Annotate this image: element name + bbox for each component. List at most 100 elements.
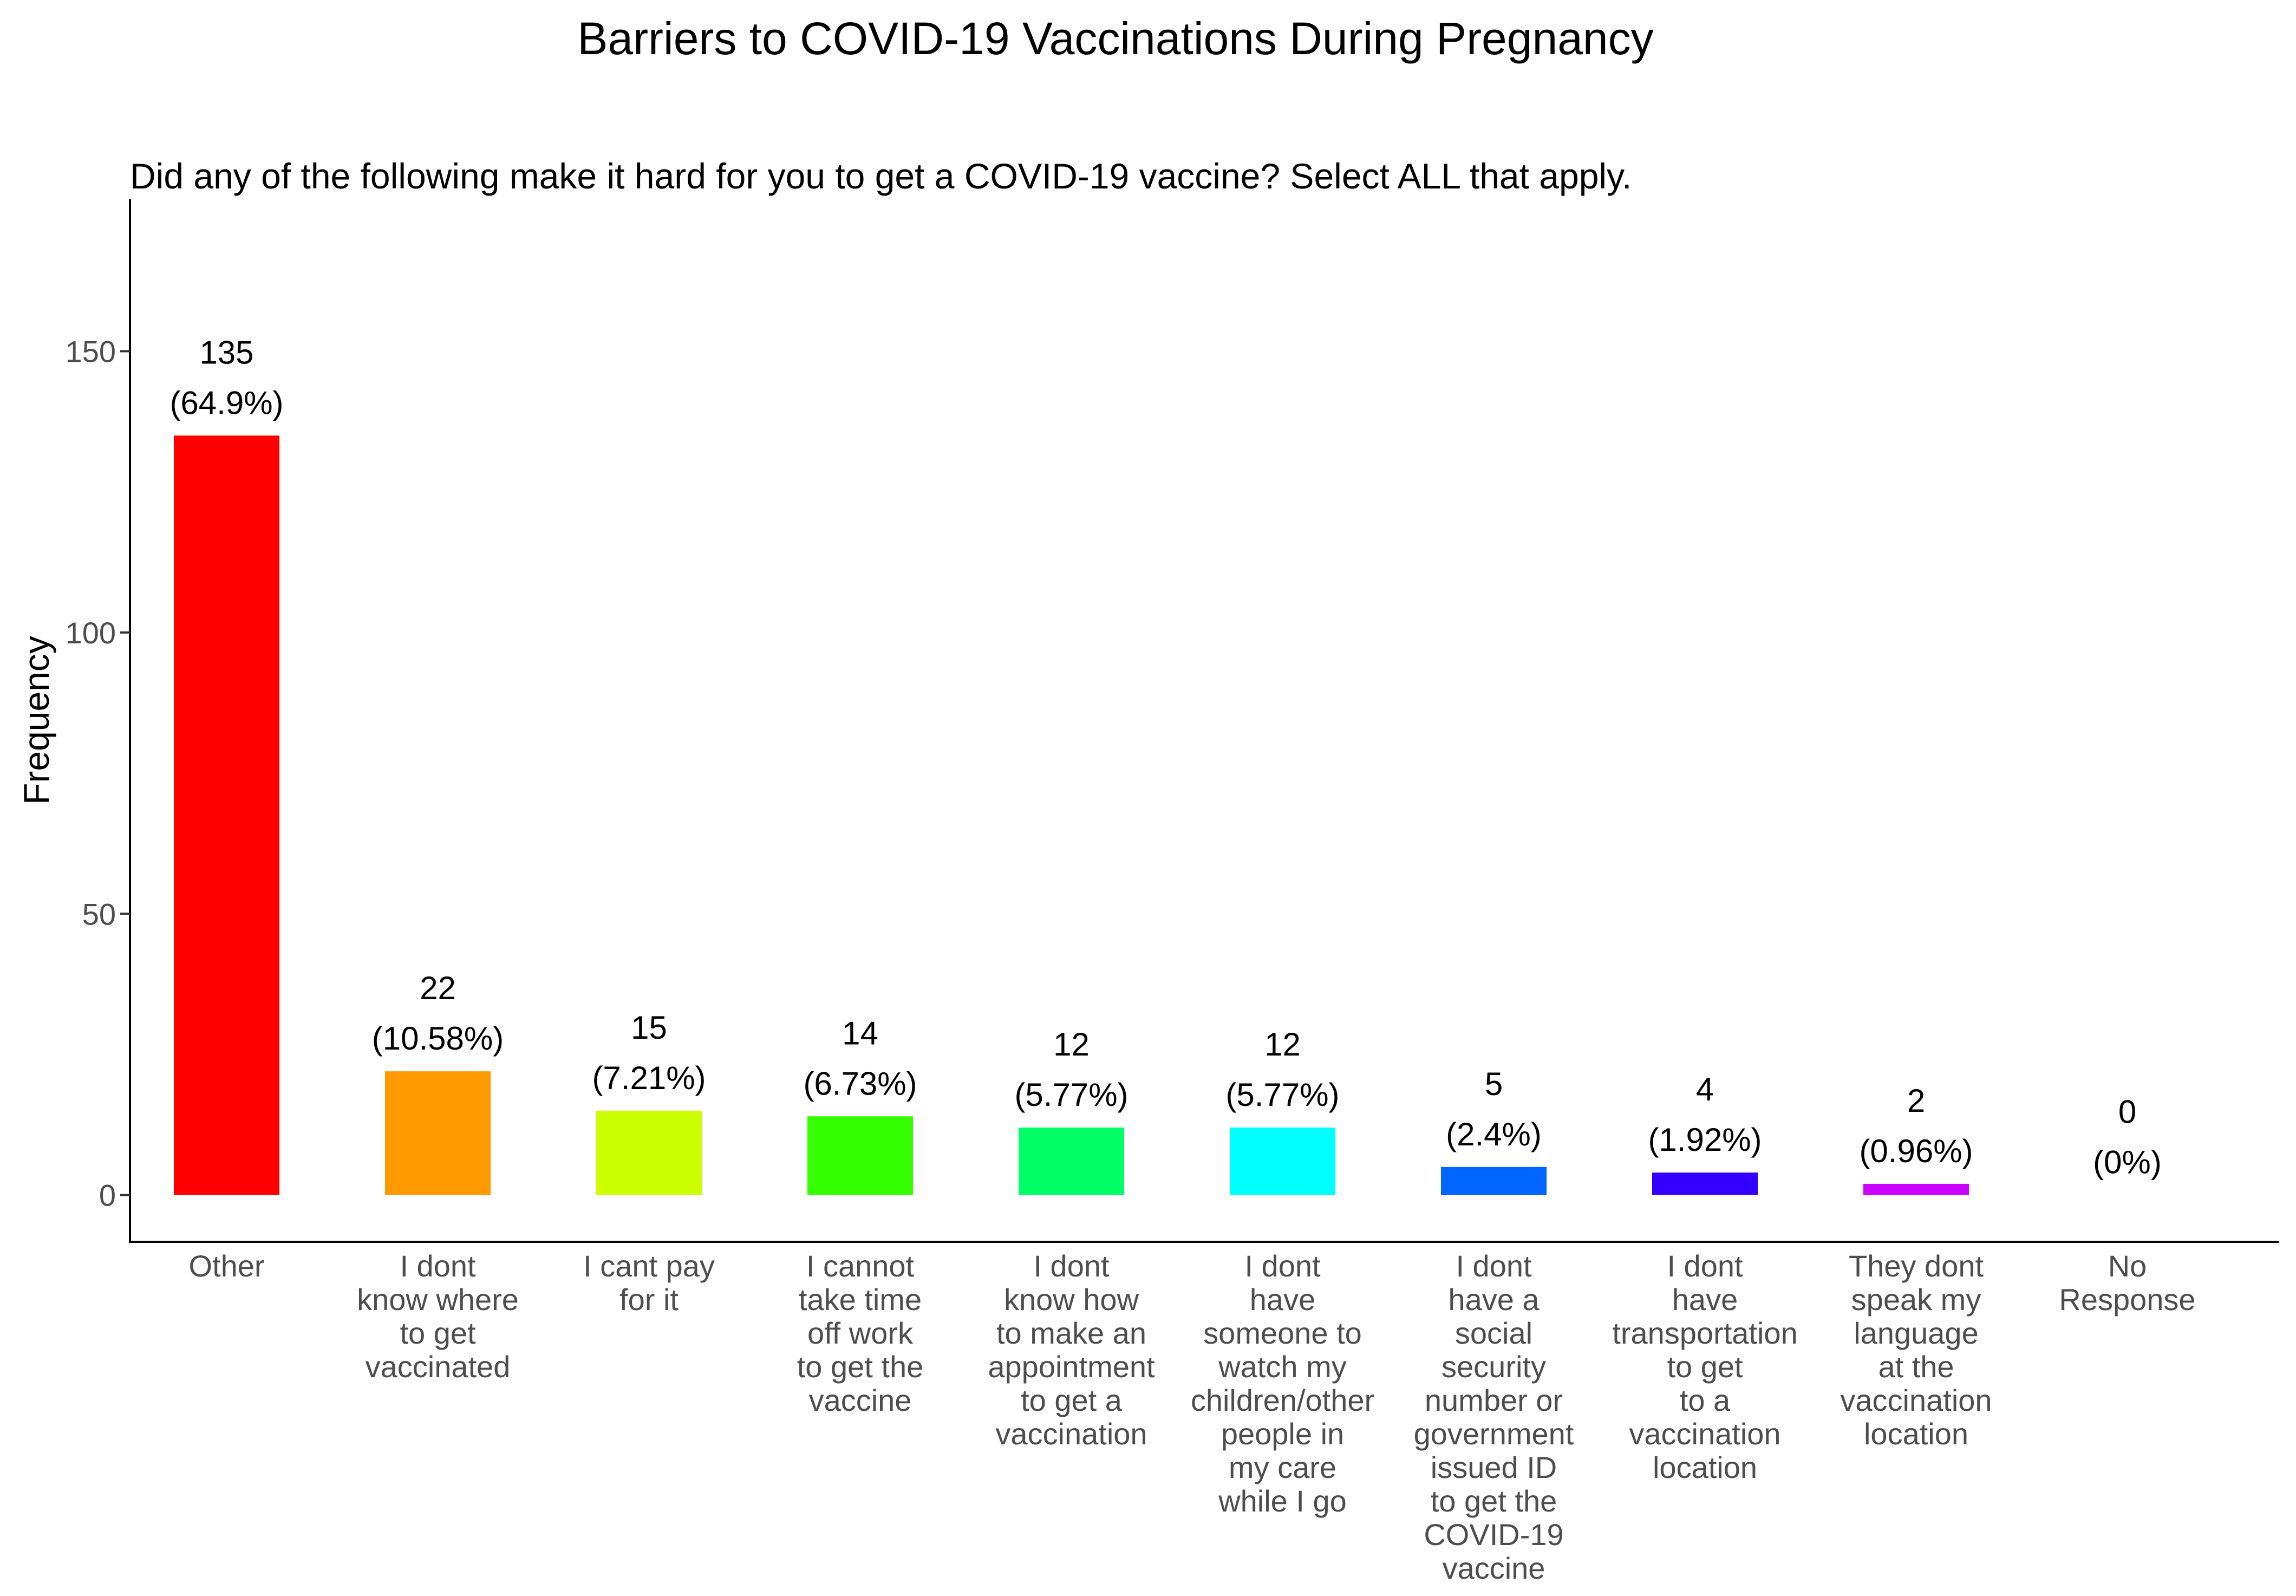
x-tick-label-line: children/other — [1191, 1383, 1374, 1417]
x-tick-label-line: I dont — [1033, 1249, 1110, 1283]
bar — [174, 435, 279, 1195]
x-tick-label-line: They dont — [1849, 1249, 1984, 1283]
x-tick-label-line: to get — [1667, 1350, 1743, 1384]
data-label-percent: (2.4%) — [1446, 1116, 1542, 1152]
x-tick-label: No Response — [2059, 1249, 2195, 1317]
y-tick-label: 150 — [66, 334, 116, 368]
x-tick-label-line: I cant pay — [583, 1249, 715, 1283]
x-tick-label-line: my care — [1229, 1450, 1336, 1484]
x-tick-label-line: to get a — [1021, 1383, 1123, 1417]
data-labels: (64.9%) 135 (10.58%) 22 (7.21%) 15 (6.73%) 14 (5… — [169, 334, 2161, 1180]
x-tick-label: Other — [188, 1249, 264, 1283]
data-label-count: 4 — [1696, 1071, 1714, 1108]
x-tick-label-line: No — [2108, 1249, 2147, 1283]
y-tick-label: 0 — [99, 1178, 116, 1213]
bar — [1652, 1172, 1758, 1195]
x-tick-label-line: have — [1250, 1282, 1315, 1317]
x-tick-label-line: people in — [1221, 1417, 1344, 1451]
data-label-percent: (5.77%) — [1014, 1077, 1128, 1113]
data-label-percent: (5.77%) — [1225, 1077, 1339, 1113]
chart-subtitle: Did any of the following make it hard fo… — [130, 156, 1632, 196]
x-tick-label-line: I dont — [400, 1249, 476, 1283]
x-tick-label: I dont know how to make an appointment to ge… — [988, 1249, 1155, 1451]
data-label-percent: (0.96%) — [1859, 1133, 1973, 1169]
bar — [596, 1110, 702, 1195]
x-tick-label-line: Response — [2059, 1282, 2195, 1317]
y-axis-label: Frequency — [16, 636, 56, 805]
data-label-count: 2 — [1907, 1083, 1925, 1119]
x-tick-label-line: someone to — [1203, 1316, 1362, 1350]
x-tick-label: They dont speak my language at the vaccinati… — [1840, 1249, 1992, 1451]
x-tick-label-line: vaccine — [809, 1383, 912, 1417]
x-tick-label-line: social — [1455, 1316, 1532, 1350]
x-tick-label-line: issued ID — [1431, 1450, 1557, 1484]
x-tick-label-line: watch my — [1218, 1350, 1347, 1384]
x-tick-label-line: I dont — [1667, 1249, 1743, 1283]
x-tick-label-line: appointment — [988, 1350, 1155, 1384]
x-tick-label: I dont have transportation to get to a vaccin… — [1612, 1249, 1797, 1484]
x-tick-label-line: have a — [1448, 1282, 1540, 1317]
x-tick-label-line: have — [1672, 1282, 1738, 1317]
bar — [385, 1071, 491, 1195]
x-tick-label-line: vaccination — [1629, 1417, 1780, 1451]
x-tick-label-line: to get — [400, 1316, 476, 1350]
y-axis-ticks: 0 50 100 150 — [66, 334, 130, 1213]
x-tick-label-line: vaccine — [1443, 1551, 1545, 1585]
x-tick-label-line: vaccinated — [366, 1350, 511, 1384]
x-tick-label: I cant pay for it — [583, 1249, 715, 1317]
x-tick-label-line: to get the — [797, 1350, 924, 1384]
data-label-percent: (1.92%) — [1648, 1122, 1762, 1158]
x-tick-label: I dont have someone to watch my children/oth… — [1191, 1249, 1374, 1518]
x-tick-label-line: location — [1864, 1417, 1968, 1451]
data-label-count: 14 — [842, 1015, 878, 1051]
data-label-percent: (10.58%) — [372, 1020, 504, 1057]
bar — [807, 1116, 913, 1195]
x-tick-label-line: location — [1653, 1450, 1757, 1484]
x-tick-label-line: Other — [188, 1249, 264, 1283]
data-label-count: 135 — [199, 334, 253, 370]
x-tick-label: I dont know where to get vaccinated — [357, 1249, 519, 1384]
x-tick-label-line: I dont — [1456, 1249, 1532, 1283]
data-label-percent: (7.21%) — [592, 1060, 706, 1096]
data-label-count: 12 — [1053, 1026, 1090, 1063]
x-tick-label-line: to get the — [1431, 1484, 1557, 1518]
data-label-percent: (6.73%) — [803, 1065, 917, 1102]
y-tick-label: 100 — [66, 616, 116, 650]
x-tick-label-line: for it — [619, 1282, 679, 1317]
x-tick-label-line: know where — [357, 1282, 519, 1317]
data-label-count: 15 — [631, 1009, 667, 1046]
x-tick-label-line: to make an — [996, 1316, 1146, 1350]
bar-series — [174, 435, 1969, 1195]
data-label-percent: (64.9%) — [169, 385, 283, 421]
bar — [1230, 1128, 1335, 1195]
x-tick-label-line: I dont — [1244, 1249, 1321, 1283]
x-tick-label-line: to a — [1680, 1383, 1731, 1417]
x-tick-label-line: government — [1414, 1417, 1574, 1451]
x-tick-label-line: vaccination — [1840, 1383, 1992, 1417]
x-tick-label-line: while I go — [1218, 1484, 1347, 1518]
x-tick-label-line: I cannot — [806, 1249, 915, 1283]
data-label-count: 0 — [2118, 1094, 2136, 1130]
x-tick-label-line: security — [1441, 1350, 1546, 1384]
x-tick-label: I cannot take time off work to get the vacci… — [797, 1249, 924, 1417]
x-tick-label-line: vaccination — [995, 1417, 1147, 1451]
x-tick-label-line: transportation — [1612, 1316, 1797, 1350]
x-tick-label-line: COVID-19 — [1424, 1517, 1563, 1552]
bar — [1863, 1183, 1969, 1195]
x-tick-label: I dont have a social security number or gover… — [1414, 1249, 1574, 1585]
x-tick-label-line: take time — [799, 1282, 922, 1317]
data-label-percent: (0%) — [2093, 1144, 2162, 1181]
x-tick-label-line: off work — [807, 1316, 914, 1350]
x-tick-label-line: know how — [1004, 1282, 1139, 1317]
data-label-count: 22 — [420, 970, 456, 1006]
y-tick-label: 50 — [82, 897, 116, 931]
x-tick-label-line: at the — [1878, 1350, 1954, 1384]
data-label-count: 5 — [1485, 1066, 1503, 1102]
chart-title: Barriers to COVID-19 Vaccinations During… — [577, 13, 1653, 64]
x-tick-label-line: language — [1854, 1316, 1978, 1350]
bar — [1441, 1167, 1547, 1195]
x-tick-label-line: speak my — [1851, 1282, 1981, 1317]
bar — [1019, 1128, 1124, 1195]
